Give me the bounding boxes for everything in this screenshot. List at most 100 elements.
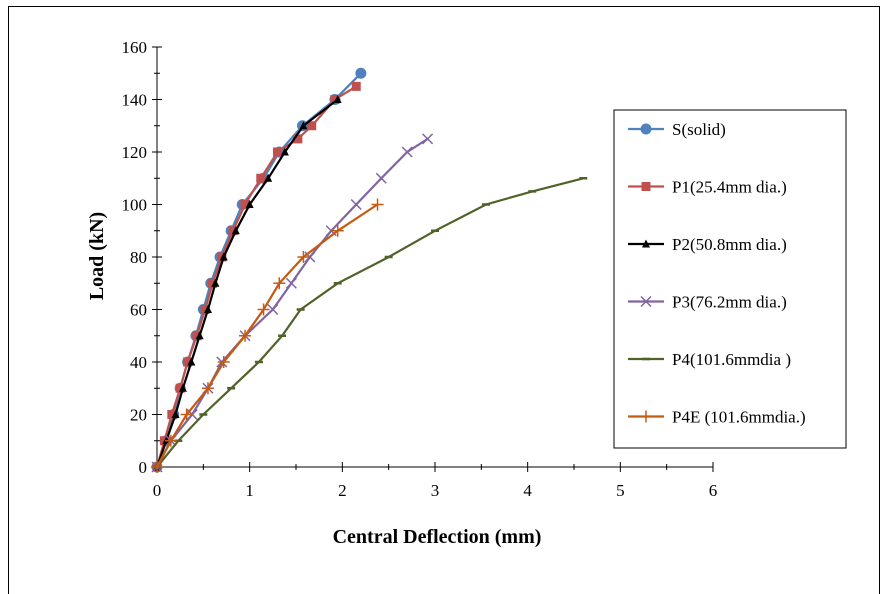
data-point-stroke bbox=[350, 198, 362, 211]
data-point bbox=[171, 410, 180, 418]
legend-entry-4: P4(101.6mmdia ) bbox=[628, 350, 791, 369]
data-point bbox=[245, 200, 254, 208]
x-axis-title: Central Deflection (mm) bbox=[333, 526, 542, 548]
data-point bbox=[203, 305, 212, 313]
data-point bbox=[371, 198, 384, 211]
data-point bbox=[299, 121, 308, 130]
data-point bbox=[355, 67, 367, 79]
data-point-stroke bbox=[325, 225, 337, 237]
legend-marker bbox=[640, 123, 652, 135]
data-point bbox=[208, 278, 218, 288]
data-point bbox=[264, 173, 273, 182]
data-point bbox=[297, 251, 310, 263]
series-5 bbox=[151, 198, 384, 473]
data-point bbox=[272, 147, 282, 157]
series-4 bbox=[153, 177, 588, 469]
legend-label: P4E (101.6mmdia.) bbox=[672, 408, 806, 427]
legend-marker bbox=[640, 410, 652, 423]
series-line bbox=[155, 72, 362, 468]
data-point bbox=[183, 357, 193, 367]
data-point bbox=[239, 329, 252, 342]
data-point bbox=[192, 331, 202, 341]
data-point bbox=[350, 198, 362, 211]
data-point-stroke bbox=[267, 303, 279, 316]
legend-entry-5: P4E (101.6mmdia.) bbox=[628, 408, 806, 427]
data-point bbox=[333, 95, 342, 103]
data-point bbox=[231, 226, 240, 235]
legend-label: P2(50.8mm dia.) bbox=[672, 235, 787, 254]
data-point-stroke bbox=[375, 172, 387, 184]
data-point bbox=[422, 133, 434, 145]
data-point bbox=[187, 357, 196, 366]
axes: 0 20 40 60 80 100 120 140 160 0 1 2 3 4 5 6 bbox=[122, 38, 718, 500]
x-tick-label: 3 bbox=[431, 481, 440, 500]
legend: S(solid) P1(25.4mm dia.) P2(50.8mm dia.) P3… bbox=[613, 109, 847, 449]
legend-marker-stroke bbox=[640, 295, 652, 308]
series-line bbox=[156, 137, 429, 468]
x-tick-label: 2 bbox=[338, 481, 347, 500]
series-1 bbox=[152, 81, 361, 472]
y-tick-label: 140 bbox=[122, 91, 148, 110]
y-tick-label: 160 bbox=[122, 38, 148, 57]
y-tick-label: 0 bbox=[139, 458, 148, 477]
data-point bbox=[219, 252, 228, 261]
legend-entry-1: P1(25.4mm dia.) bbox=[628, 178, 787, 197]
data-point bbox=[201, 382, 214, 395]
data-point bbox=[267, 303, 279, 316]
legend-entry-2: P2(50.8mm dia.) bbox=[628, 235, 787, 254]
x-tick-label: 1 bbox=[245, 481, 254, 500]
data-point bbox=[195, 331, 204, 340]
data-point bbox=[293, 134, 303, 144]
data-point bbox=[151, 461, 163, 473]
data-point bbox=[211, 278, 220, 287]
data-point bbox=[175, 383, 185, 393]
data-point bbox=[217, 356, 230, 368]
data-point-stroke bbox=[304, 251, 316, 263]
legend-marker bbox=[641, 182, 651, 191]
legend-label: S(solid) bbox=[672, 120, 726, 139]
y-tick-label: 120 bbox=[122, 143, 148, 162]
y-tick-label: 60 bbox=[130, 301, 147, 320]
data-point bbox=[331, 224, 344, 237]
series-0 bbox=[151, 67, 367, 473]
data-point bbox=[240, 200, 250, 209]
data-point bbox=[351, 81, 361, 91]
series-line bbox=[155, 98, 339, 468]
legend-entry-3: P3(76.2mm dia.) bbox=[628, 293, 787, 312]
y-tick-label: 40 bbox=[130, 353, 147, 372]
data-point bbox=[401, 146, 413, 158]
series-line bbox=[156, 177, 584, 468]
data-point bbox=[273, 277, 286, 290]
data-point bbox=[228, 226, 238, 236]
legend-marker bbox=[642, 239, 650, 248]
x-tick-label: 5 bbox=[616, 481, 625, 500]
data-point bbox=[280, 147, 289, 156]
legend-label: P4(101.6mmdia ) bbox=[672, 350, 791, 369]
data-point bbox=[200, 305, 210, 314]
data-point bbox=[178, 383, 187, 392]
data-point bbox=[167, 410, 177, 419]
data-point bbox=[330, 95, 340, 104]
plot-area bbox=[151, 67, 588, 473]
x-tick-label: 4 bbox=[523, 481, 532, 500]
data-point-stroke bbox=[422, 133, 434, 145]
series-3 bbox=[151, 133, 434, 473]
data-point-stroke bbox=[285, 277, 297, 289]
legend-label: P3(76.2mm dia.) bbox=[672, 293, 787, 312]
series-2 bbox=[153, 95, 342, 471]
x-tick-label: 6 bbox=[709, 481, 718, 500]
data-point bbox=[257, 303, 270, 316]
legend-marker bbox=[640, 295, 652, 308]
data-point bbox=[307, 121, 317, 131]
data-point bbox=[164, 434, 177, 447]
y-tick-label: 80 bbox=[130, 248, 147, 267]
x-tick-label: 0 bbox=[153, 481, 162, 500]
data-point bbox=[180, 408, 193, 421]
chart-frame bbox=[8, 6, 880, 594]
y-axis-title: Load (kN) bbox=[86, 212, 108, 300]
y-tick-label: 100 bbox=[122, 196, 148, 215]
data-point bbox=[285, 277, 297, 289]
data-point-stroke bbox=[401, 146, 413, 158]
legend-box bbox=[613, 109, 847, 449]
